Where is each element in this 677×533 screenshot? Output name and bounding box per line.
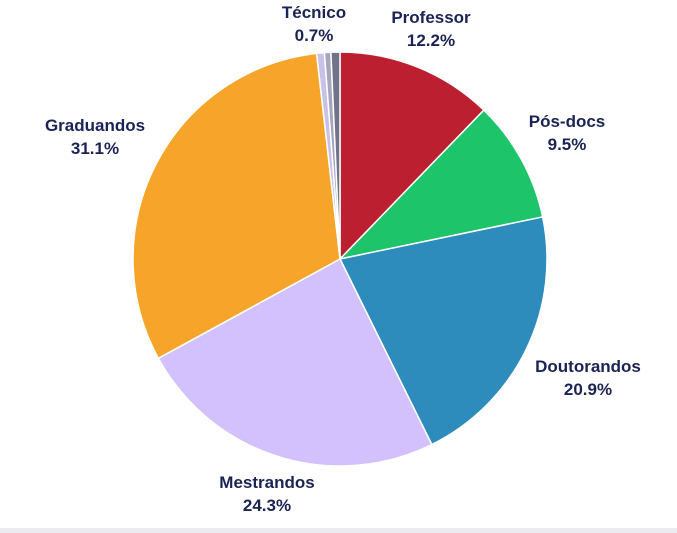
label-doutorandos: Doutorandos 20.9% [535, 355, 641, 401]
label-graduandos-value: 31.1% [70, 139, 120, 158]
label-doutorandos-value: 20.9% [563, 380, 613, 399]
pie-slice-pos-docs [339, 109, 544, 260]
label-tecnico-name: Técnico [281, 3, 347, 22]
label-posdocs: Pós-docs 9.5% [529, 110, 606, 156]
pie-slice-mestrandos [157, 258, 433, 467]
label-posdocs-value: 9.5% [547, 135, 587, 154]
label-graduandos: Graduandos 31.1% [45, 114, 145, 160]
label-tecnico: Técnico 0.7% [282, 1, 346, 47]
pie-slice-professor [339, 51, 485, 260]
label-mestrandos-name: Mestrandos [219, 473, 315, 492]
label-posdocs-name: Pós-docs [528, 112, 606, 131]
label-professor: Professor 12.2% [391, 6, 470, 52]
label-tecnico-value: 0.7% [294, 26, 334, 45]
label-mestrandos-value: 24.3% [242, 496, 292, 515]
label-professor-name: Professor [391, 8, 471, 27]
label-professor-value: 12.2% [406, 31, 456, 50]
label-mestrandos: Mestrandos 24.3% [219, 471, 314, 517]
label-graduandos-name: Graduandos [44, 116, 146, 135]
pie-slice-doutorandos [339, 216, 548, 446]
label-doutorandos-name: Doutorandos [535, 357, 641, 376]
pie-slice-tecnico [330, 51, 341, 260]
pie-slice-graduandos [132, 52, 341, 360]
